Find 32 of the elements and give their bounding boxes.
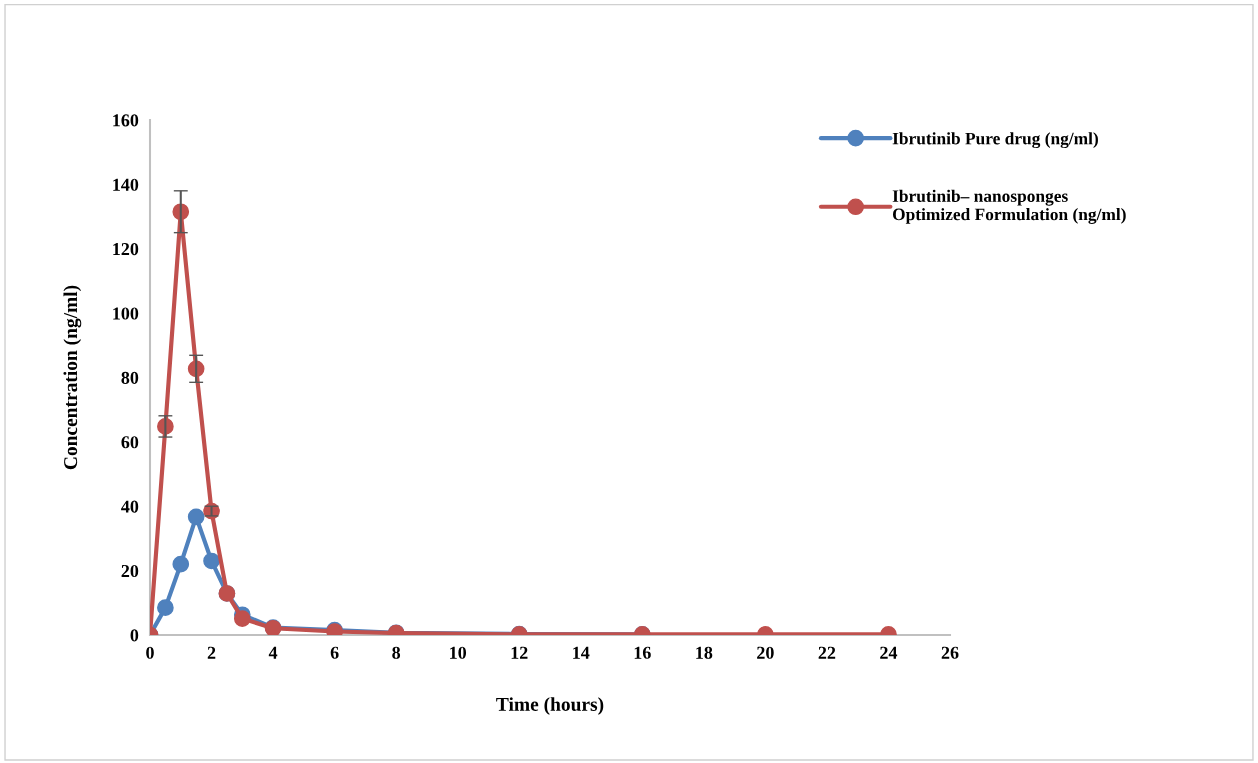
y-axis-title: Concentration (ng/ml) xyxy=(63,285,82,470)
x-tick-label: 24 xyxy=(880,646,898,659)
x-tick-label: 18 xyxy=(696,646,713,659)
x-axis-title: Time (hours) xyxy=(496,697,604,715)
y-tick-label: 80 xyxy=(121,371,139,384)
x-tick-label: 20 xyxy=(757,646,774,659)
y-tick-label: 20 xyxy=(121,564,139,578)
x-tick-label: 12 xyxy=(511,646,528,659)
y-tick-label: 160 xyxy=(113,114,139,127)
y-tick-label: 120 xyxy=(113,243,139,256)
x-tick-label: 10 xyxy=(450,646,467,659)
legend-label: Ibrutinib Pure drug (ng/ml) xyxy=(892,132,1098,149)
point xyxy=(233,610,251,627)
x-tick-label: 14 xyxy=(573,646,590,659)
x-tick-label: 2 xyxy=(207,646,216,659)
legend-label: Ibrutinib– nanosponges Optimized Formulation (ng/ml) xyxy=(892,189,1126,224)
x-tick-label: 0 xyxy=(146,646,154,659)
x-tick-label: 4 xyxy=(268,646,278,659)
point xyxy=(157,599,174,616)
y-tick-label: 140 xyxy=(113,178,139,191)
point xyxy=(203,552,220,570)
y-tick-label: 100 xyxy=(113,307,139,320)
point xyxy=(172,555,190,573)
y-tick-label: 0 xyxy=(130,629,139,642)
x-tick-label: 6 xyxy=(330,646,339,659)
x-tick-label: 16 xyxy=(634,646,651,659)
x-tick-label: 8 xyxy=(392,646,401,659)
point xyxy=(187,508,205,526)
y-tick-label: 40 xyxy=(121,500,139,513)
y-tick-label: 60 xyxy=(121,436,139,449)
x-tick-label: 26 xyxy=(941,646,959,659)
x-tick-label: 22 xyxy=(818,646,836,659)
